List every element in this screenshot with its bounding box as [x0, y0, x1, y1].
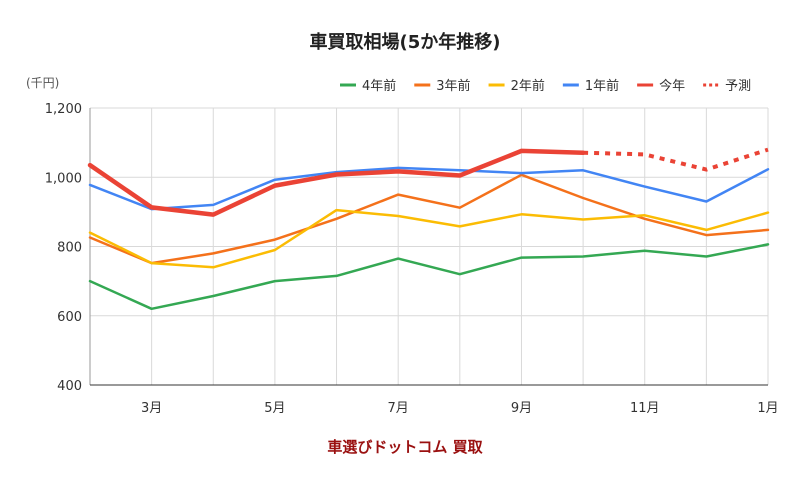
x-tick-label: 7月	[388, 401, 409, 416]
y-tick-label: 400	[57, 379, 82, 394]
y-tick-label: 1,000	[45, 171, 82, 186]
x-tick-label: 5月	[264, 401, 285, 416]
chart-title: 車買取相場(5か年推移)	[310, 31, 501, 53]
x-tick-label: 1月	[757, 401, 778, 416]
legend-label: 2年前	[511, 78, 545, 94]
series-line-予測	[583, 147, 769, 172]
series-line-3年前	[88, 173, 770, 265]
y-tick-label: 600	[57, 310, 82, 325]
y-axis-unit-label: (千円)	[26, 76, 59, 90]
series-line-1年前	[88, 166, 770, 211]
series-line-4年前	[88, 243, 770, 311]
legend-label: 今年	[659, 78, 685, 94]
legend-label: 予測	[725, 79, 751, 94]
footer-source-label: 車選びドットコム 買取	[327, 438, 483, 456]
series-line-2年前	[88, 208, 770, 269]
series-line-今年	[87, 148, 586, 217]
x-tick-label: 9月	[511, 401, 532, 416]
legend-label: 1年前	[585, 78, 619, 94]
legend-label: 3年前	[436, 78, 470, 94]
legend-label: 4年前	[362, 78, 396, 94]
x-tick-label: 3月	[141, 401, 162, 416]
y-tick-label: 1,200	[45, 102, 82, 117]
x-tick-label: 11月	[630, 401, 660, 416]
y-tick-label: 800	[57, 241, 82, 256]
